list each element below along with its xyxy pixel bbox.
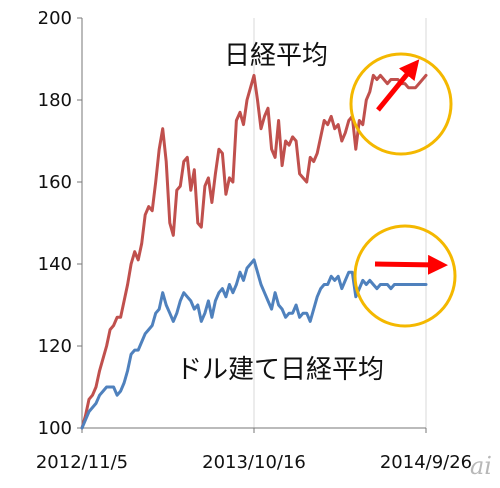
y-tick-label-200: 200 (38, 8, 72, 29)
series-label-0: 日経平均 (224, 41, 328, 71)
highlight-circle-2 (353, 224, 457, 328)
y-tick-labels: 100 120 140 160 180 200 (38, 8, 72, 439)
annotations (349, 52, 457, 328)
trend-arrow-2 (374, 254, 448, 275)
y-tick-label-120: 120 (38, 336, 72, 357)
watermark-ai: ai (470, 452, 492, 480)
series-line-0 (80, 73, 428, 430)
series-lines (80, 73, 428, 430)
trend-arrow-1 (376, 59, 420, 112)
highlight-circle-1 (349, 52, 453, 156)
series-label-1: ドル建て日経平均 (176, 355, 384, 385)
y-tick-label-160: 160 (38, 172, 72, 193)
x-tick-label-1: 2013/10/16 (202, 452, 306, 473)
x-tick-labels: 2012/11/5 2013/10/16 2014/9/26 (36, 452, 472, 473)
x-tick-label-2: 2014/9/26 (380, 452, 472, 473)
y-tick-label-140: 140 (38, 254, 72, 275)
x-tick-label-0: 2012/11/5 (36, 452, 128, 473)
y-tick-label-180: 180 (38, 90, 72, 111)
series-line-1 (80, 258, 428, 430)
y-tick-label-100: 100 (38, 418, 72, 439)
